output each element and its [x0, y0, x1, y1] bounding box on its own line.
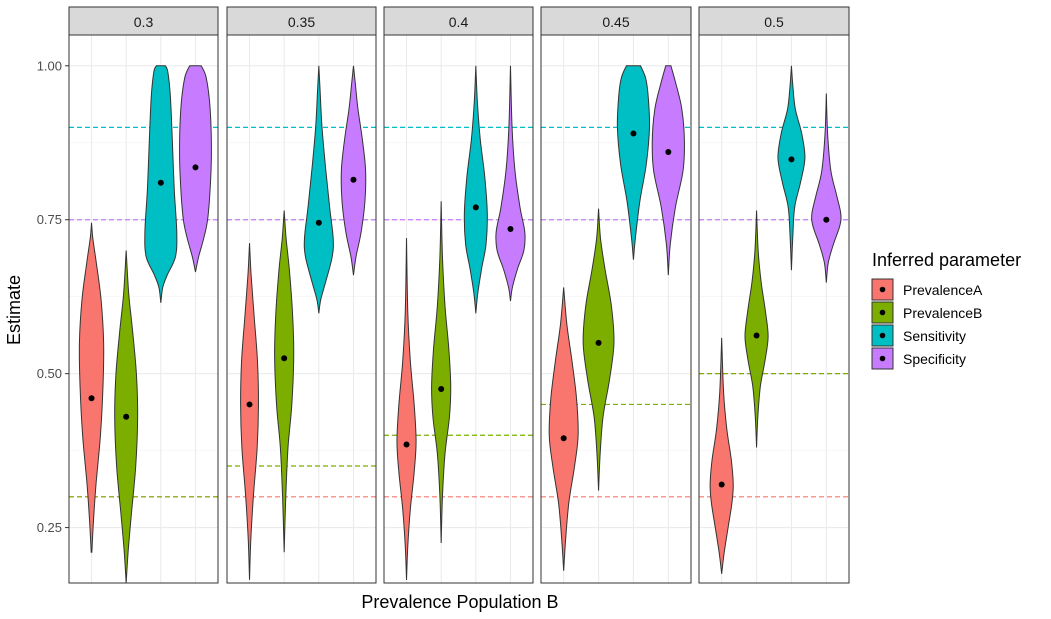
legend-item: PrevalenceB: [871, 301, 982, 324]
median-point: [88, 395, 95, 402]
violin-sensitivity: [616, 65, 651, 260]
median-point: [630, 130, 637, 137]
violin-sensitivity: [303, 65, 334, 314]
facet-panel: 0.5: [698, 6, 850, 584]
facet-panel: 0.3: [68, 6, 219, 584]
median-point: [123, 413, 130, 420]
violin-prevalencea: [548, 287, 579, 571]
y-axis-title: Estimate: [4, 275, 24, 345]
violin-specificity: [340, 65, 367, 276]
violin-specificity: [651, 65, 685, 276]
legend-keys: PrevalenceA PrevalenceB Sensitivity Specifi…: [871, 278, 983, 370]
violin-prevalenceb: [274, 210, 295, 553]
median-point: [281, 355, 288, 362]
violin-prevalenceb: [582, 208, 615, 491]
y-axis: 0.25 0.50 0.75 1.00: [37, 58, 69, 535]
violin-sensitivity: [777, 65, 806, 271]
median-point: [665, 148, 672, 155]
legend-label: Specificity: [903, 351, 966, 367]
legend-title: Inferred parameter: [872, 250, 1021, 270]
legend-item: Specificity: [871, 347, 966, 370]
panel-border: [698, 34, 850, 584]
median-point: [315, 219, 322, 226]
violin-prevalencea: [240, 243, 259, 580]
median-point: [438, 386, 445, 393]
facet-panels: 0.3 0.35 0.4 0.45 0.5: [68, 6, 850, 584]
legend-label: PrevalenceB: [903, 305, 982, 321]
facet-strip: [698, 6, 850, 36]
legend-point: [879, 355, 886, 362]
legend: Inferred parameter PrevalenceAPrevalence…: [871, 250, 1021, 370]
panel-border: [68, 34, 219, 584]
median-point: [753, 332, 760, 339]
median-point: [823, 216, 830, 223]
facet-panel: 0.4: [383, 6, 534, 584]
legend-point: [879, 286, 886, 293]
violin-prevalencea: [78, 222, 105, 553]
x-axis-title: Prevalence Population B: [361, 592, 558, 612]
median-point: [192, 164, 199, 171]
violin-prevalenceb: [431, 201, 452, 543]
violin-sensitivity: [463, 65, 488, 314]
median-point: [718, 481, 725, 488]
legend-item: PrevalenceA: [871, 278, 983, 301]
violin-prevalencea: [709, 337, 734, 574]
median-point: [403, 441, 410, 448]
panel-border: [383, 34, 534, 584]
facet-strip-label: 0.4: [449, 14, 469, 30]
facet-panel: 0.35: [226, 6, 377, 584]
facet-strip-label: 0.45: [602, 14, 629, 30]
legend-label: Sensitivity: [903, 328, 966, 344]
median-point: [472, 204, 479, 211]
facet-strip: [68, 6, 219, 36]
facet-strip-label: 0.5: [764, 14, 784, 30]
median-point: [507, 225, 514, 232]
panel-border: [226, 34, 377, 584]
median-point: [595, 339, 602, 346]
y-tick-label: 0.75: [37, 212, 62, 227]
facet-strip: [383, 6, 534, 36]
median-point: [560, 435, 567, 442]
facet-strip-label: 0.3: [134, 14, 154, 30]
y-tick-label: 0.50: [37, 366, 62, 381]
legend-point: [879, 309, 886, 316]
legend-label: PrevalenceA: [903, 282, 983, 298]
median-point: [788, 156, 795, 163]
y-tick-label: 1.00: [37, 58, 62, 73]
violin-specificity: [811, 93, 842, 283]
violin-prevalencea: [396, 238, 417, 580]
violin-prevalenceb: [744, 210, 769, 448]
y-tick-label: 0.25: [37, 520, 62, 535]
median-point: [157, 179, 164, 186]
median-point: [246, 401, 253, 408]
facet-strip-label: 0.35: [288, 14, 315, 30]
legend-point: [879, 332, 886, 339]
panel-border: [540, 34, 692, 584]
facet-panel: 0.45: [540, 6, 692, 584]
legend-item: Sensitivity: [871, 324, 966, 347]
violin-specificity: [495, 65, 526, 302]
median-point: [350, 176, 357, 183]
